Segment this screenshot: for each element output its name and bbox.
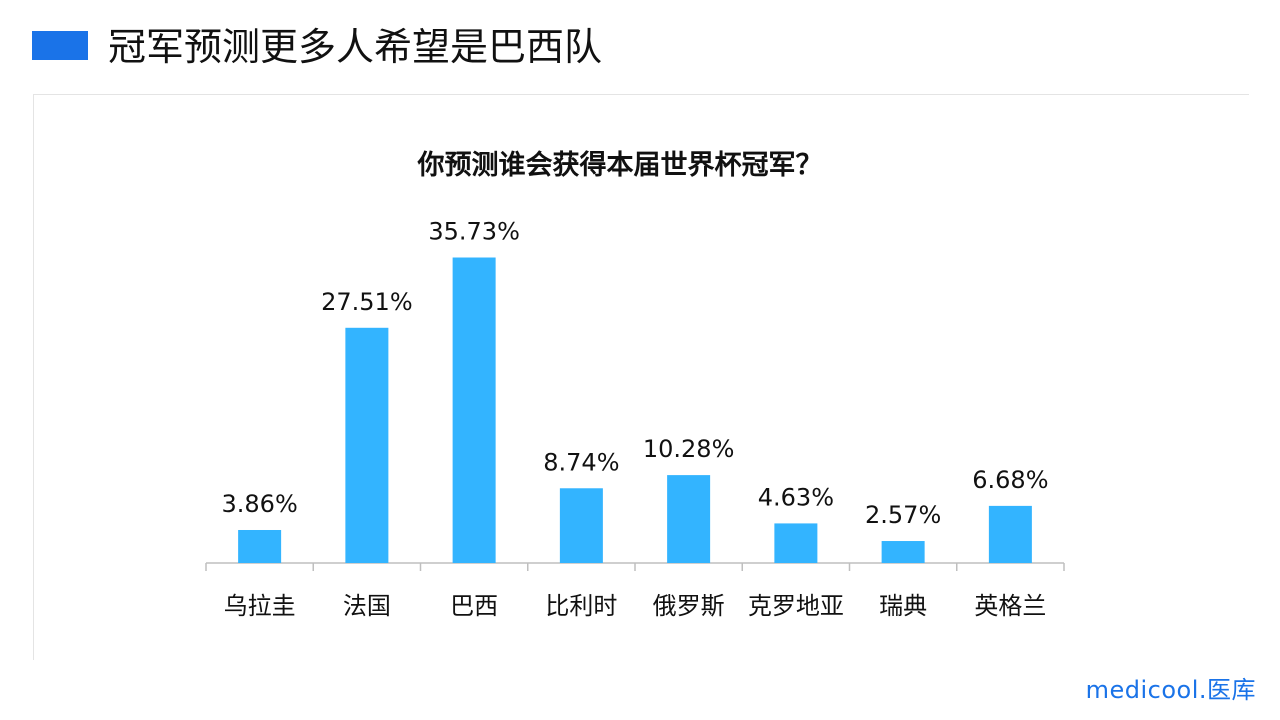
category-label: 俄罗斯 bbox=[653, 592, 725, 620]
bar bbox=[238, 529, 282, 563]
category-label: 克罗地亚 bbox=[748, 592, 844, 620]
chart-panel bbox=[33, 94, 1249, 660]
value-label: 3.86% bbox=[222, 490, 298, 518]
category-label: 法国 bbox=[343, 592, 391, 620]
value-label: 8.74% bbox=[543, 448, 619, 476]
title-accent-bar bbox=[32, 31, 88, 60]
value-label: 27.51% bbox=[321, 288, 413, 316]
category-label: 英格兰 bbox=[974, 592, 1046, 620]
category-label: 乌拉圭 bbox=[224, 592, 296, 620]
value-label: 6.68% bbox=[972, 466, 1048, 494]
category-label: 巴西 bbox=[450, 592, 498, 620]
bar bbox=[774, 523, 818, 563]
value-label: 4.63% bbox=[758, 483, 834, 511]
value-label: 35.73% bbox=[428, 218, 520, 246]
bar bbox=[345, 327, 389, 563]
bar bbox=[559, 488, 603, 563]
category-label: 瑞典 bbox=[879, 592, 927, 620]
value-label: 10.28% bbox=[643, 435, 735, 463]
value-label: 2.57% bbox=[865, 501, 941, 529]
bar bbox=[452, 257, 496, 563]
bar bbox=[881, 541, 925, 563]
medicool-logo: medicool.医库 bbox=[1085, 676, 1256, 704]
chart-title: 你预测谁会获得本届世界杯冠军？ bbox=[417, 150, 823, 181]
slide-title: 冠军预测更多人希望是巴西队 bbox=[108, 25, 603, 69]
bar bbox=[988, 505, 1032, 563]
category-label: 比利时 bbox=[545, 592, 617, 620]
bar bbox=[667, 475, 711, 563]
